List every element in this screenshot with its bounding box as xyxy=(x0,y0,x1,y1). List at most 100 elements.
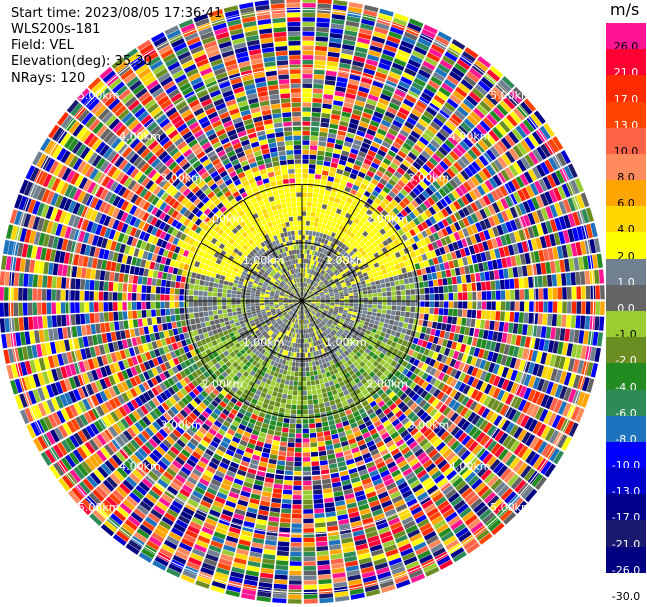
velocity-bin xyxy=(452,284,458,293)
velocity-bin xyxy=(471,444,483,455)
velocity-bin xyxy=(373,209,381,217)
velocity-bin xyxy=(420,424,429,434)
velocity-bin xyxy=(303,263,306,268)
velocity-bin xyxy=(395,343,402,350)
velocity-bin xyxy=(309,423,316,429)
velocity-bin xyxy=(433,314,439,322)
velocity-bin xyxy=(361,345,367,351)
velocity-bin xyxy=(233,478,244,486)
velocity-bin xyxy=(284,350,289,356)
velocity-bin xyxy=(338,431,346,438)
velocity-bin xyxy=(415,41,430,52)
velocity-bin xyxy=(421,499,434,510)
velocity-bin xyxy=(321,259,326,264)
velocity-bin xyxy=(305,357,309,363)
velocity-bin xyxy=(346,315,352,320)
velocity-bin xyxy=(358,304,364,307)
velocity-bin xyxy=(467,309,472,318)
velocity-bin xyxy=(323,492,334,499)
velocity-bin xyxy=(369,544,383,552)
velocity-bin xyxy=(354,455,363,463)
velocity-bin xyxy=(483,229,491,240)
velocity-bin xyxy=(379,235,386,242)
velocity-bin xyxy=(323,430,331,437)
velocity-bin xyxy=(307,244,311,250)
velocity-bin xyxy=(538,338,545,351)
velocity-bin xyxy=(327,334,332,339)
velocity-bin xyxy=(324,502,335,508)
velocity-bin xyxy=(343,424,352,431)
velocity-bin xyxy=(372,353,379,360)
velocity-bin xyxy=(495,123,507,136)
velocity-bin xyxy=(448,308,453,316)
velocity-bin xyxy=(423,428,433,438)
velocity-bin xyxy=(103,444,115,456)
velocity-bin xyxy=(311,121,320,127)
velocity-bin xyxy=(353,104,364,112)
velocity-bin xyxy=(211,380,219,388)
velocity-bin xyxy=(519,173,529,186)
velocity-bin xyxy=(492,331,499,342)
velocity-bin xyxy=(344,298,349,301)
velocity-bin xyxy=(348,292,354,296)
velocity-bin xyxy=(352,384,359,391)
velocity-bin xyxy=(303,547,316,552)
velocity-bin xyxy=(562,402,572,417)
velocity-bin xyxy=(366,98,377,106)
velocity-bin xyxy=(427,196,436,206)
velocity-bin xyxy=(387,365,394,372)
velocity-bin xyxy=(294,314,297,319)
velocity-bin xyxy=(328,215,334,222)
velocity-bin xyxy=(352,273,358,278)
velocity-bin xyxy=(470,224,479,234)
velocity-bin xyxy=(335,302,340,305)
velocity-bin xyxy=(316,541,328,547)
velocity-bin xyxy=(444,139,455,150)
velocity-bin xyxy=(386,237,393,244)
velocity-bin xyxy=(343,362,350,368)
velocity-bin xyxy=(415,396,424,405)
velocity-bin xyxy=(295,362,299,367)
velocity-bin xyxy=(367,251,373,257)
velocity-bin xyxy=(467,518,481,530)
velocity-bin xyxy=(368,304,373,308)
velocity-bin xyxy=(428,206,437,216)
velocity-bin xyxy=(304,319,306,325)
velocity-bin xyxy=(343,322,349,327)
velocity-bin xyxy=(461,275,467,284)
velocity-bin xyxy=(320,304,325,306)
velocity-bin xyxy=(353,430,362,438)
velocity-bin xyxy=(220,553,234,562)
velocity-bin xyxy=(470,111,482,123)
velocity-bin xyxy=(333,393,340,400)
velocity-bin xyxy=(238,539,251,547)
velocity-bin xyxy=(303,518,314,524)
velocity-bin xyxy=(541,380,550,393)
velocity-bin xyxy=(325,302,330,304)
velocity-bin xyxy=(481,281,486,291)
velocity-bin xyxy=(284,313,289,318)
velocity-bin xyxy=(353,276,359,281)
velocity-bin xyxy=(261,422,269,429)
velocity-bin xyxy=(455,325,461,334)
velocity-bin xyxy=(305,278,307,283)
velocity-bin xyxy=(580,345,587,360)
velocity-bin xyxy=(219,412,228,420)
velocity-bin xyxy=(513,107,526,121)
velocity-bin xyxy=(261,491,272,498)
velocity-bin xyxy=(129,472,141,484)
velocity-bin xyxy=(398,80,411,90)
velocity-bin xyxy=(475,158,485,169)
velocity-bin xyxy=(439,445,450,455)
velocity-bin xyxy=(433,135,444,146)
velocity-bin xyxy=(346,359,353,366)
velocity-bin xyxy=(283,329,287,335)
velocity-bin xyxy=(318,374,323,380)
velocity-bin xyxy=(457,229,465,239)
velocity-bin xyxy=(353,256,359,262)
velocity-bin xyxy=(275,474,284,480)
velocity-bin xyxy=(312,270,316,275)
velocity-bin xyxy=(318,578,332,585)
velocity-bin xyxy=(305,268,307,273)
velocity-bin xyxy=(552,341,559,354)
